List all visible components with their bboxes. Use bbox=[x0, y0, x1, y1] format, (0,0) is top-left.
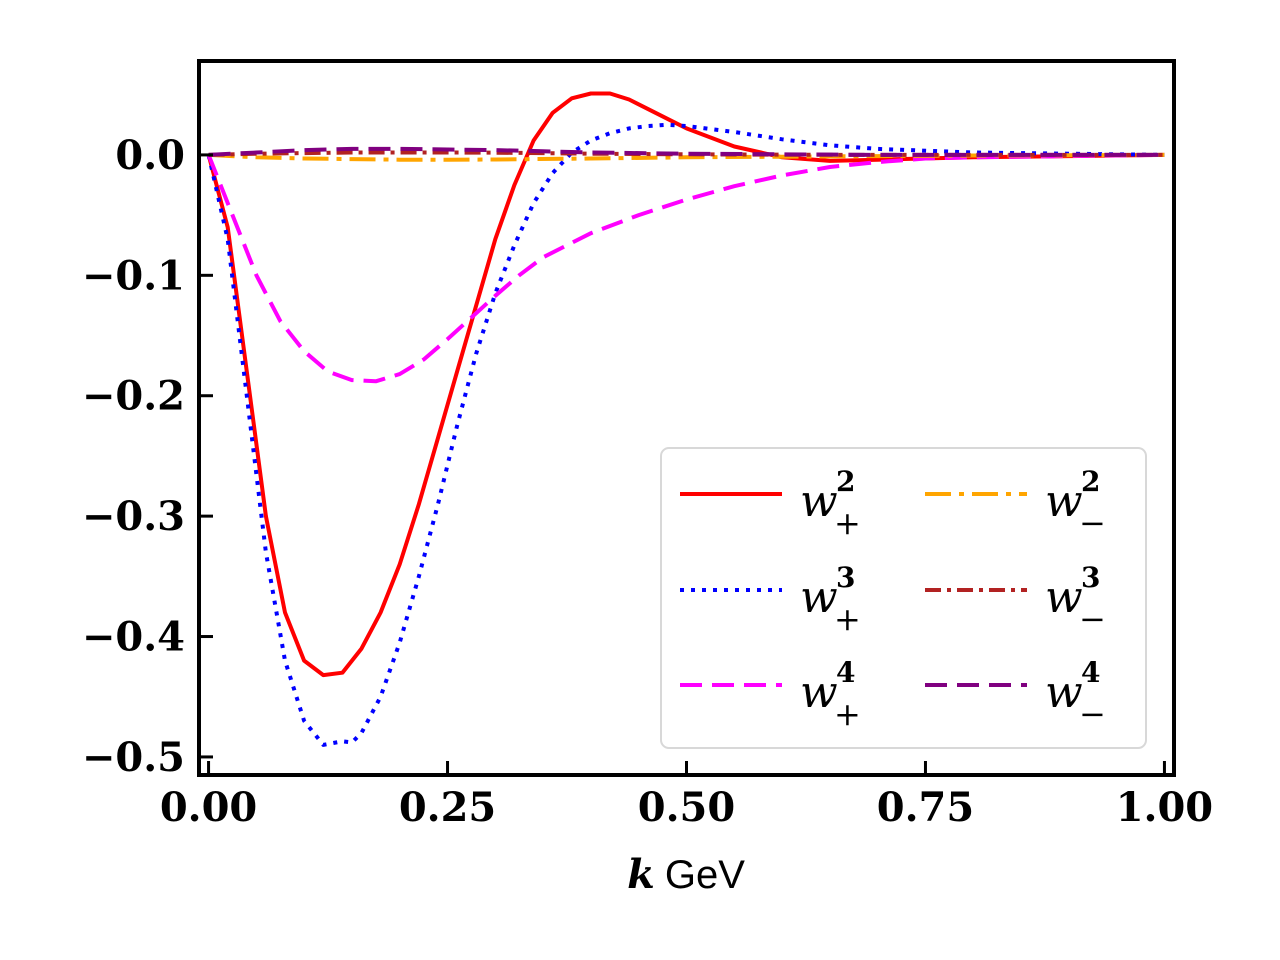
legend-label-sup-0: 2 bbox=[836, 465, 855, 498]
y-tick-label: −0.5 bbox=[82, 734, 185, 781]
x-axis-label: k GeV bbox=[627, 851, 745, 898]
legend-label-sup-5: 4 bbox=[1081, 656, 1100, 689]
legend-box bbox=[660, 447, 1147, 749]
legend-label-sup-2: 4 bbox=[836, 656, 855, 689]
x-tick-label: 0.00 bbox=[160, 784, 257, 831]
y-tick-label: 0.0 bbox=[115, 132, 185, 179]
y-tick-label: −0.4 bbox=[82, 614, 185, 661]
plot-frame bbox=[197, 59, 1176, 777]
y-tick-label: −0.1 bbox=[82, 252, 185, 299]
x-tick-label: 0.75 bbox=[877, 784, 974, 831]
legend-label-sub-3: − bbox=[1079, 504, 1106, 542]
ticks-layer: 0.00 0.25 0.50 0.75 1.00 0.0 −0.1 −0.2 −0.3 −0.4 −… bbox=[82, 132, 1213, 831]
x-tick-label: 0.25 bbox=[399, 784, 496, 831]
legend-label-3: w bbox=[1045, 476, 1083, 527]
y-tick-label: −0.3 bbox=[82, 493, 185, 540]
series-line-1 bbox=[206, 122, 1165, 747]
series-line-2 bbox=[206, 152, 1165, 384]
legend-label-sub-0: + bbox=[834, 504, 861, 542]
legend-label-sub-4: − bbox=[1079, 600, 1106, 638]
legend-label-2: w bbox=[800, 667, 838, 718]
legend-label-sup-3: 2 bbox=[1081, 465, 1100, 498]
x-axis-label-unit: GeV bbox=[665, 853, 745, 897]
series-layer bbox=[206, 91, 1165, 747]
legend-label-5: w bbox=[1045, 667, 1083, 718]
legend: w2+w3+w4+w2−w3−w4− bbox=[660, 447, 1147, 749]
series-line-3 bbox=[208, 152, 1165, 162]
legend-label-4: w bbox=[1045, 572, 1083, 623]
legend-label-1: w bbox=[800, 572, 838, 623]
x-tick-label: 0.50 bbox=[638, 784, 735, 831]
legend-label-sup-1: 3 bbox=[836, 561, 855, 594]
legend-label-sub-1: + bbox=[834, 600, 861, 638]
legend-label-0: w bbox=[800, 476, 838, 527]
legend-label-sub-2: + bbox=[834, 695, 861, 733]
x-tick-label: 1.00 bbox=[1116, 784, 1213, 831]
legend-label-sup-4: 3 bbox=[1081, 561, 1100, 594]
y-tick-label: −0.2 bbox=[82, 373, 185, 420]
series-line-5 bbox=[208, 146, 1165, 157]
legend-label-sub-5: − bbox=[1079, 695, 1106, 733]
x-axis-label-var: k bbox=[627, 851, 655, 898]
